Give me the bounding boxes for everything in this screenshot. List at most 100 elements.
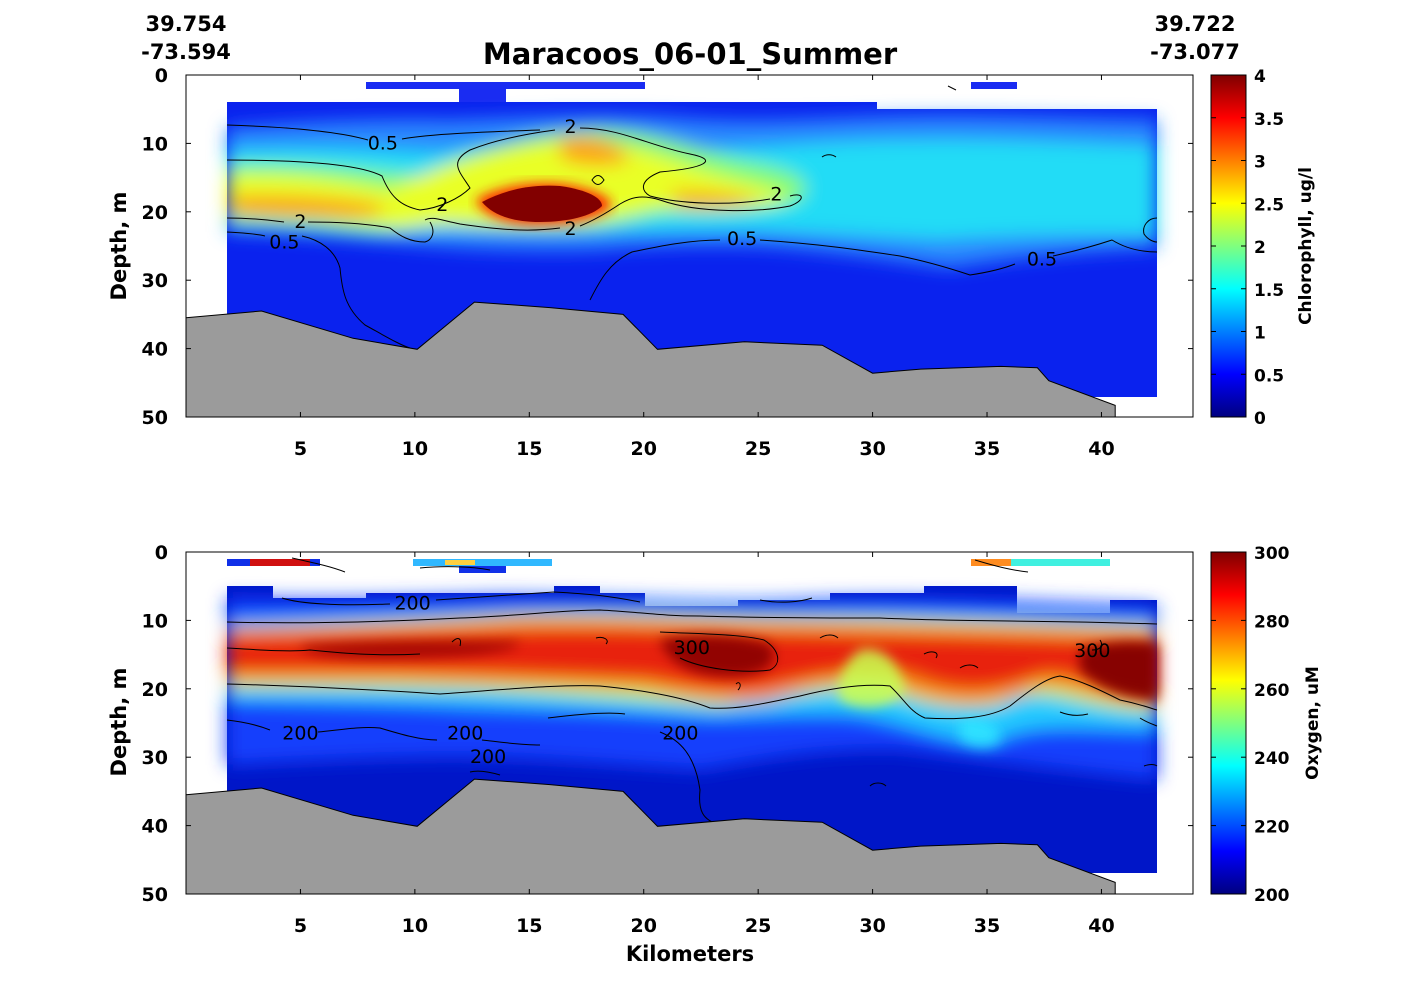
chlorophyll-colorbar-tick-label: 1.5 bbox=[1254, 281, 1284, 301]
oxygen-y-tick-label: 30 bbox=[142, 747, 168, 769]
chlorophyll-contour-label: 2 bbox=[436, 194, 448, 216]
oxygen-x-tick-label: 20 bbox=[631, 915, 657, 937]
oxygen-colorbar-tick-label: 260 bbox=[1254, 681, 1290, 701]
oxygen-x-tick-label: 25 bbox=[745, 915, 771, 937]
chlorophyll-colorbar-tick-label: 2 bbox=[1254, 238, 1266, 258]
oxygen-contour-200-lower bbox=[226, 712, 721, 826]
oxygen-colorbar bbox=[1210, 551, 1247, 895]
oxygen-x-tick-label: 10 bbox=[402, 915, 428, 937]
chlorophyll-y-tick-label: 20 bbox=[142, 202, 168, 224]
oxygen-surface-strip-mid-b bbox=[459, 566, 506, 573]
chlorophyll-x-tick-label: 30 bbox=[859, 438, 885, 460]
chlorophyll-y-tick-label: 10 bbox=[142, 133, 168, 155]
oxygen-patch-green bbox=[839, 649, 905, 708]
chlorophyll-y-tick-label: 50 bbox=[142, 407, 168, 429]
chlorophyll-surface-strip-east bbox=[506, 82, 645, 89]
oxygen-contour-200-upper bbox=[281, 591, 813, 606]
chlorophyll-contour-label: 0.5 bbox=[269, 232, 299, 254]
x-axis-label: Kilometers bbox=[626, 942, 754, 966]
chlorophyll-y-ticks: 0 10 20 30 40 50 bbox=[142, 65, 1193, 429]
oxygen-contour-200-tail bbox=[469, 770, 501, 776]
oxygen-contour-label: 200 bbox=[282, 722, 318, 744]
chlorophyll-surface-strip-west bbox=[366, 82, 459, 89]
oxygen-colorbar-tick-label: 300 bbox=[1254, 544, 1290, 564]
oxygen-x-tick-label: 15 bbox=[516, 915, 542, 937]
end-longitude: -73.077 bbox=[1150, 40, 1240, 64]
oxygen-y-ticks: 0 10 20 30 40 50 bbox=[142, 542, 1193, 906]
oxygen-x-tick-label: 5 bbox=[294, 915, 307, 937]
oxygen-x-tick-label: 35 bbox=[974, 915, 1000, 937]
chlorophyll-colorbar bbox=[1210, 74, 1247, 418]
chlorophyll-x-tick-label: 20 bbox=[631, 438, 657, 460]
chlorophyll-x-ticks: 5 10 15 20 25 30 35 40 bbox=[294, 75, 1115, 460]
oxygen-contour-label: 300 bbox=[1074, 640, 1110, 662]
oxygen-y-axis-label: Depth, m bbox=[107, 668, 131, 777]
chlorophyll-contour-0.5-upper bbox=[226, 124, 369, 141]
chlorophyll-contour-label: 0.5 bbox=[727, 228, 757, 250]
oxygen-patch-cyan bbox=[960, 718, 1000, 746]
start-latitude: 39.754 bbox=[145, 12, 226, 36]
chlorophyll-contour-0.5-mid bbox=[589, 239, 1158, 301]
oxygen-y-tick-label: 0 bbox=[155, 542, 168, 564]
oxygen-contour-300-lower bbox=[226, 675, 1158, 720]
oxygen-contour-200-east-tick bbox=[869, 711, 1158, 787]
chlorophyll-y-tick-label: 0 bbox=[155, 65, 168, 87]
chlorophyll-contours bbox=[226, 85, 1158, 349]
oxygen-colorbar-tick-label: 240 bbox=[1254, 749, 1290, 769]
chlorophyll-colorbar-tick-label: 2.5 bbox=[1254, 195, 1284, 215]
oxygen-x-ticks: 5 10 15 20 25 30 35 40 bbox=[294, 552, 1115, 937]
oxygen-surface-strip-east bbox=[971, 559, 1110, 566]
oxygen-surface-strip-west-hot bbox=[250, 559, 310, 566]
chlorophyll-x-tick-label: 40 bbox=[1088, 438, 1114, 460]
start-longitude: -73.594 bbox=[141, 40, 231, 64]
chlorophyll-colorbar-tick-label: 4 bbox=[1254, 67, 1266, 87]
chlorophyll-colorbar-tick-label: 0 bbox=[1254, 409, 1266, 429]
oxygen-surface-strip-mid bbox=[413, 559, 552, 566]
oxygen-contour-label: 200 bbox=[447, 722, 483, 744]
oxygen-contour-label: 200 bbox=[470, 746, 506, 768]
chlorophyll-core-maximum bbox=[482, 185, 602, 222]
chlorophyll-bathymetry bbox=[186, 301, 1116, 417]
oxygen-colorbar-label: Oxygen, uM bbox=[1303, 666, 1323, 780]
oxygen-core-dark-red-mid bbox=[660, 635, 775, 677]
oxygen-colorbar-tick-label: 220 bbox=[1254, 818, 1290, 838]
chlorophyll-y-axis-label: Depth, m bbox=[107, 192, 131, 301]
oxygen-bathymetry bbox=[186, 778, 1116, 894]
figure-title: Maracoos_06-01_Summer bbox=[483, 37, 898, 71]
oxygen-plot-frame bbox=[185, 551, 1194, 895]
chlorophyll-contour-label: 0.5 bbox=[1027, 249, 1057, 271]
chlorophyll-contour-label: 2 bbox=[294, 211, 306, 233]
chlorophyll-y-tick-label: 40 bbox=[142, 339, 168, 361]
oxygen-colorbar-tick-label: 200 bbox=[1254, 886, 1290, 906]
chlorophyll-contour-2-lower bbox=[226, 217, 434, 243]
oxygen-contour-label: 200 bbox=[662, 722, 698, 744]
chlorophyll-contour-small-loop bbox=[591, 175, 605, 185]
chlorophyll-colorbar-tick-label: 1 bbox=[1254, 324, 1266, 344]
chlorophyll-colorbar-label: Chlorophyll, ug/l bbox=[1296, 167, 1316, 325]
chlorophyll-contour-edge-east bbox=[1143, 217, 1158, 243]
chlorophyll-y-tick-label: 30 bbox=[142, 270, 168, 292]
oxygen-surface-strip-mid-hot bbox=[445, 560, 475, 565]
oxygen-contour-label: 300 bbox=[674, 637, 710, 659]
oxygen-y-tick-label: 50 bbox=[142, 884, 168, 906]
oxygen-contour-300-west-ribbon bbox=[226, 634, 979, 691]
chlorophyll-colorbar-tick-label: 3.5 bbox=[1254, 110, 1284, 130]
chlorophyll-contour-label: 2 bbox=[564, 116, 576, 138]
chlorophyll-contour-0.5-lower bbox=[226, 231, 411, 349]
oxygen-contour-300-core bbox=[659, 631, 1103, 672]
oxygen-core-dark-red-east bbox=[1080, 641, 1157, 700]
chlorophyll-contour-2-core bbox=[424, 217, 561, 231]
oxygen-x-tick-label: 30 bbox=[859, 915, 885, 937]
oxygen-y-tick-label: 40 bbox=[142, 816, 168, 838]
oxygen-y-tick-label: 10 bbox=[142, 610, 168, 632]
chlorophyll-x-tick-label: 5 bbox=[294, 438, 307, 460]
oxygen-contours bbox=[226, 557, 1158, 826]
oxygen-colorbar-ticks: 200 220 240 260 280 300 bbox=[1211, 544, 1290, 906]
